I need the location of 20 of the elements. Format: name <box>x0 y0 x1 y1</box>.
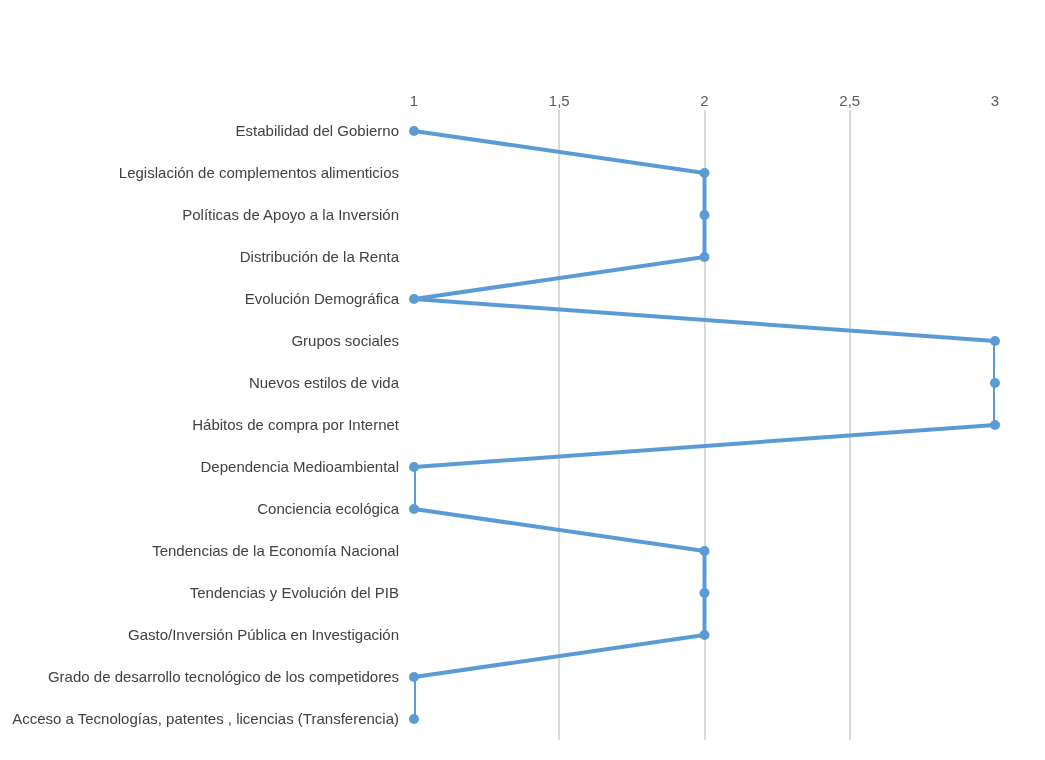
y-tick-label: Legislación de complementos alimenticios <box>118 164 399 182</box>
y-tick-label: Tendencias y Evolución del PIB <box>189 584 399 602</box>
y-tick-label: Grado de desarrollo tecnológico de los competidores <box>47 668 399 686</box>
y-tick-label: Dependencia Medioambiental <box>200 458 399 476</box>
y-tick-label: Hábitos de compra por Internet <box>192 416 400 434</box>
y-tick-label: Conciencia ecológica <box>257 500 400 518</box>
y-tick-label: Acceso a Tecnologías, patentes , licencias (Transferencia) <box>12 710 399 728</box>
y-tick-label: Evolución Demográfica <box>244 290 400 308</box>
x-tick-label: 3 <box>990 92 1000 109</box>
x-tick-label: 1 <box>409 92 419 109</box>
x-tick-label: 2,5 <box>839 92 861 109</box>
y-tick-label: Políticas de Apoyo a la Inversión <box>182 206 399 224</box>
y-tick-label: Tendencias de la Economía Nacional <box>152 542 399 560</box>
x-tick-label: 2 <box>700 92 709 109</box>
y-tick-label: Grupos sociales <box>291 332 399 350</box>
y-tick-label: Gasto/Inversión Pública en Investigación <box>128 626 399 644</box>
y-tick-label: Distribución de la Renta <box>239 248 400 266</box>
y-tick-label: Estabilidad del Gobierno <box>235 122 399 140</box>
y-tick-label: Nuevos estilos de vida <box>248 374 400 392</box>
x-tick-label: 1,5 <box>548 92 570 109</box>
